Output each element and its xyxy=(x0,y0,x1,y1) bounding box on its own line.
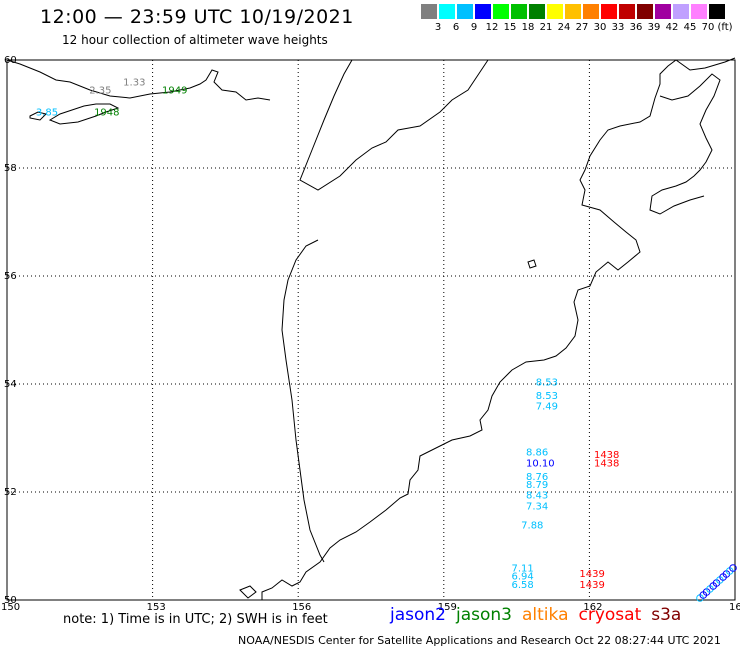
legend-label: 12 xyxy=(485,22,499,33)
wave-height-value: 6.58 xyxy=(511,580,533,591)
legend-label: 70 xyxy=(701,22,715,33)
wave-height-value: 8.53 xyxy=(536,377,558,388)
legend-label: 3 xyxy=(434,22,442,33)
credit-line: NOAA/NESDIS Center for Satellite Applica… xyxy=(238,634,721,647)
legend-label: 27 xyxy=(575,22,589,33)
kuril-island xyxy=(239,585,257,599)
graticule xyxy=(6,59,736,601)
legend-swatch xyxy=(421,4,437,19)
legend-unit: (ft) xyxy=(717,22,733,33)
wave-height-value: 6.94 xyxy=(511,572,533,583)
legend-label: 15 xyxy=(503,22,517,33)
legend-label: 33 xyxy=(611,22,625,33)
wave-height-value: 8.53 xyxy=(536,391,558,402)
legend-swatch xyxy=(655,4,671,19)
legend-label: 24 xyxy=(557,22,571,33)
legend-label: 39 xyxy=(647,22,661,33)
latitude-label: 52 xyxy=(4,487,17,498)
longitude-label: 156 xyxy=(292,602,311,613)
kamchatka-coastline xyxy=(258,57,736,601)
wave-height-value: 2.35 xyxy=(89,86,111,97)
legend-swatch xyxy=(709,4,725,19)
legend-label: 45 xyxy=(683,22,697,33)
satellite-track xyxy=(696,564,737,602)
legend-label: 9 xyxy=(470,22,478,33)
units-note: note: 1) Time is in UTC; 2) SWH is in fe… xyxy=(63,612,328,627)
wave-height-value: 7.34 xyxy=(526,502,548,513)
wave-height-value: 3.85 xyxy=(36,107,58,118)
legend-swatch xyxy=(673,4,689,19)
wave-height-value: 7.88 xyxy=(521,520,543,531)
map-frame xyxy=(6,59,736,601)
wave-height-value: 8.76 xyxy=(526,472,548,483)
longitude-label: 150 xyxy=(1,602,20,613)
wave-height-value: 7.11 xyxy=(511,564,533,575)
satellite-name: altika xyxy=(522,605,569,625)
legend-label: 6 xyxy=(452,22,460,33)
peninsula-outline xyxy=(48,103,120,125)
latitude-label: 56 xyxy=(4,271,17,282)
longitude-label: 153 xyxy=(147,602,166,613)
longitude-label: 159 xyxy=(438,602,457,613)
gulf-coastline xyxy=(649,73,721,215)
legend-swatch xyxy=(637,4,653,19)
legend-swatch xyxy=(619,4,635,19)
satellite-name: cryosat xyxy=(578,605,642,625)
legend-swatch xyxy=(601,4,617,19)
island-north xyxy=(527,259,537,269)
okhotsk-north-coastline xyxy=(6,59,271,101)
wave-height-value: 1949 xyxy=(162,86,187,97)
legend-swatch xyxy=(475,4,491,19)
legend-label: 18 xyxy=(521,22,535,33)
latitude-label: 60 xyxy=(4,55,17,66)
legend-swatch xyxy=(493,4,509,19)
satellite-name: jason3 xyxy=(456,605,512,625)
legend-swatch xyxy=(583,4,599,19)
latitude-label: 50 xyxy=(4,595,17,606)
legend-swatch xyxy=(691,4,707,19)
satellite-name: jason2 xyxy=(390,605,446,625)
wave-height-value: 1.33 xyxy=(123,78,145,89)
wave-height-value: 1439 xyxy=(579,580,604,591)
latitude-label: 54 xyxy=(4,379,17,390)
wave-height-value: 8.86 xyxy=(526,448,548,459)
wave-height-value: 1439 xyxy=(579,569,604,580)
wave-height-value: 1438 xyxy=(594,450,619,461)
legend-label: 36 xyxy=(629,22,643,33)
longitude-label: 162 xyxy=(583,602,602,613)
satellite-name: s3a xyxy=(651,605,682,625)
map-subtitle: 12 hour collection of altimeter wave hei… xyxy=(62,33,328,47)
wave-height-value: 10.10 xyxy=(526,458,555,469)
kamchatka-west-coast xyxy=(299,59,489,191)
satellite-legend: jason2 jason3 altika cryosat s3a xyxy=(390,605,691,625)
legend-swatch xyxy=(511,4,527,19)
legend-swatch xyxy=(565,4,581,19)
kamchatka-west-shore xyxy=(281,239,325,563)
legend-swatch xyxy=(457,4,473,19)
legend-label: 21 xyxy=(539,22,553,33)
wave-height-value: 8.43 xyxy=(526,491,548,502)
coastline xyxy=(6,57,736,601)
island-small xyxy=(29,111,47,121)
legend-swatch xyxy=(439,4,455,19)
wave-height-value: 8.79 xyxy=(526,480,548,491)
latitude-label: 58 xyxy=(4,163,17,174)
legend-label: 42 xyxy=(665,22,679,33)
longitude-label: 165 xyxy=(729,602,740,613)
legend-swatch xyxy=(529,4,545,19)
wave-height-value: 1948 xyxy=(94,107,119,118)
map-title: 12:00 — 23:59 UTC 10/19/2021 xyxy=(40,6,354,28)
wave-height-value: 7.49 xyxy=(536,402,558,413)
track-point xyxy=(729,564,737,572)
legend-swatch xyxy=(547,4,563,19)
legend-label: 30 xyxy=(593,22,607,33)
wave-height-value: 1438 xyxy=(594,458,619,469)
